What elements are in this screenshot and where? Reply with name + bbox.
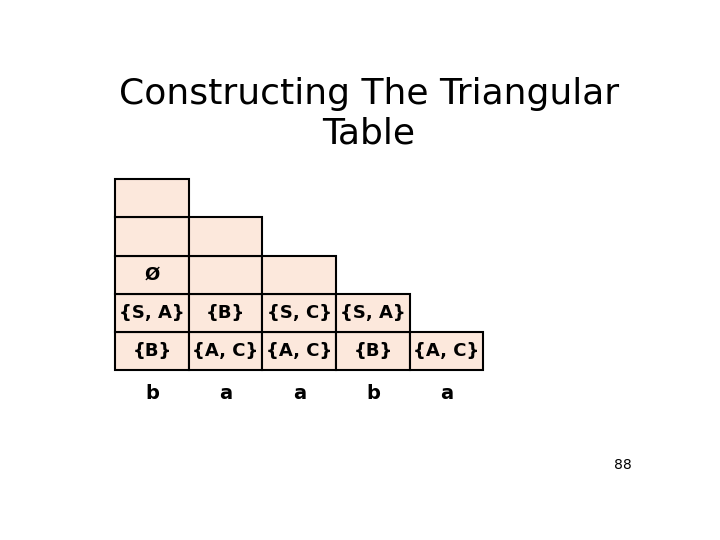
FancyBboxPatch shape	[410, 332, 483, 370]
FancyBboxPatch shape	[262, 332, 336, 370]
FancyBboxPatch shape	[115, 255, 189, 294]
Text: {S, C}: {S, C}	[266, 304, 332, 322]
FancyBboxPatch shape	[262, 294, 336, 332]
Text: {B}: {B}	[132, 342, 171, 360]
Text: a: a	[219, 384, 232, 403]
Text: {A, C}: {A, C}	[192, 342, 258, 360]
Text: a: a	[293, 384, 306, 403]
Text: {B}: {B}	[206, 304, 246, 322]
Text: {A, C}: {A, C}	[266, 342, 333, 360]
Text: {B}: {B}	[354, 342, 392, 360]
Text: b: b	[366, 384, 380, 403]
FancyBboxPatch shape	[189, 218, 262, 255]
FancyBboxPatch shape	[189, 332, 262, 370]
FancyBboxPatch shape	[336, 294, 410, 332]
Text: Constructing The Triangular
Table: Constructing The Triangular Table	[119, 77, 619, 151]
FancyBboxPatch shape	[189, 294, 262, 332]
Text: b: b	[145, 384, 159, 403]
Text: {S, A}: {S, A}	[119, 304, 185, 322]
FancyBboxPatch shape	[115, 179, 189, 218]
FancyBboxPatch shape	[262, 255, 336, 294]
FancyBboxPatch shape	[115, 218, 189, 255]
Text: {A, C}: {A, C}	[413, 342, 480, 360]
FancyBboxPatch shape	[189, 255, 262, 294]
Text: Ø: Ø	[144, 266, 160, 284]
FancyBboxPatch shape	[115, 294, 189, 332]
Text: a: a	[440, 384, 453, 403]
FancyBboxPatch shape	[115, 332, 189, 370]
FancyBboxPatch shape	[336, 332, 410, 370]
Text: {S, A}: {S, A}	[340, 304, 405, 322]
Text: 88: 88	[613, 458, 631, 472]
